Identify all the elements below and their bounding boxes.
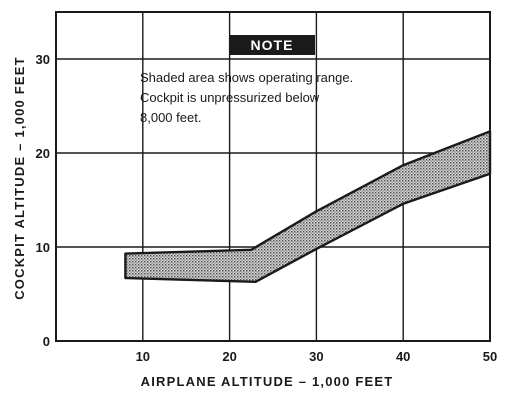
plot-frame <box>55 11 491 342</box>
y-tick-label: 0 <box>43 334 50 349</box>
y-tick-labels: 0 10 20 30 <box>36 52 50 349</box>
note-line-3: 8,000 feet. <box>140 110 201 125</box>
x-tick-labels: 10 20 30 40 50 <box>136 349 498 364</box>
x-tick-label: 50 <box>483 349 497 364</box>
note-line-2: Cockpit is unpressurized below <box>140 90 320 105</box>
operating-range-band <box>124 130 492 283</box>
x-tick-label: 40 <box>396 349 410 364</box>
note-line-1: Shaded area shows operating range. <box>140 70 353 85</box>
note-badge <box>229 35 315 55</box>
note-badge-label: NOTE <box>251 37 294 53</box>
y-tick-label: 20 <box>36 146 50 161</box>
y-axis-title: COCKPIT ALTITUDE – 1,000 FEET <box>12 56 27 300</box>
y-tick-label: 10 <box>36 240 50 255</box>
note-box: NOTE Shaded area shows operating range. … <box>140 35 353 125</box>
y-tick-label: 30 <box>36 52 50 67</box>
x-tick-label: 20 <box>222 349 236 364</box>
x-tick-label: 10 <box>136 349 150 364</box>
x-axis-title: AIRPLANE ALTITUDE – 1,000 FEET <box>141 374 394 389</box>
x-tick-label: 30 <box>309 349 323 364</box>
